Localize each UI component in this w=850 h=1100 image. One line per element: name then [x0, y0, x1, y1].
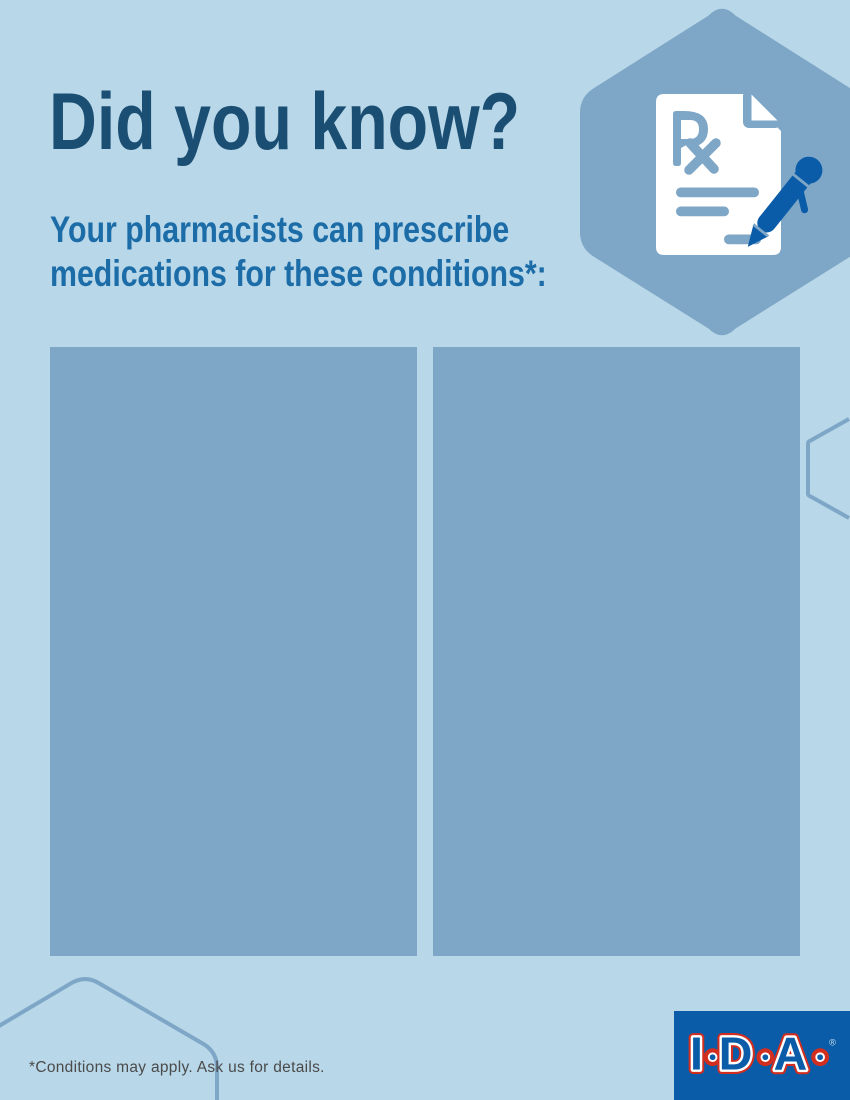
svg-text:®: ® [829, 1038, 836, 1049]
svg-text:I: I [690, 1028, 703, 1080]
svg-text:A: A [774, 1028, 808, 1080]
svg-text:D: D [719, 1028, 753, 1080]
